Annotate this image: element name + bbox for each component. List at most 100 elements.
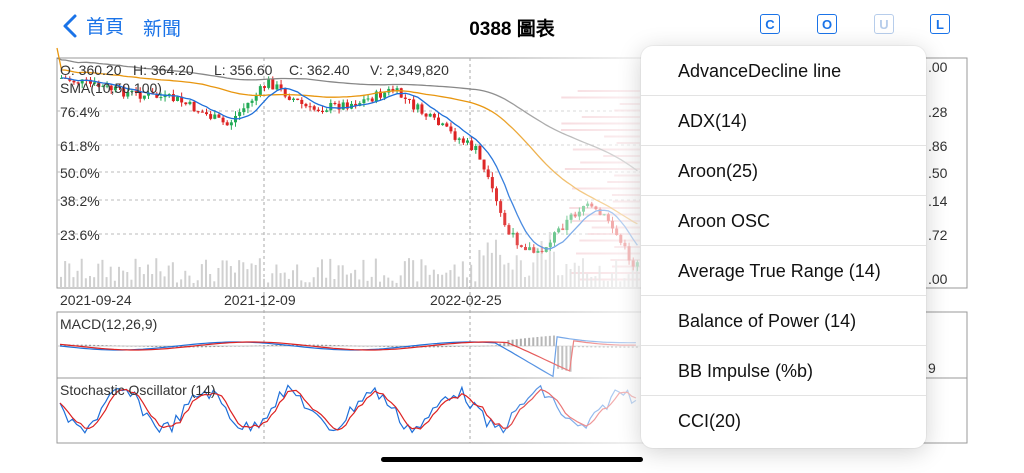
- back-button[interactable]: 首頁: [60, 12, 124, 39]
- macd-histogram-bar: [138, 346, 141, 347]
- volume-bar: [507, 262, 510, 288]
- macd-histogram-bar: [519, 338, 522, 346]
- macd-histogram-bar: [412, 346, 415, 348]
- chart-u-button[interactable]: U: [874, 14, 894, 34]
- news-link[interactable]: 新聞: [143, 19, 182, 40]
- candle-body: [519, 245, 523, 247]
- volume-profile-bar: [572, 148, 640, 151]
- menu-item-aroon[interactable]: Aroon(25): [641, 146, 926, 196]
- candle-body: [370, 98, 374, 102]
- candle-body: [229, 122, 233, 126]
- volume-bar: [569, 269, 572, 288]
- candle-body: [246, 102, 250, 109]
- volume-bar: [271, 273, 274, 288]
- candle-body: [441, 123, 445, 126]
- candle-body: [528, 247, 532, 251]
- macd-histogram-bar: [453, 346, 456, 347]
- macd-histogram-bar: [234, 346, 236, 347]
- volume-bar: [453, 264, 456, 288]
- volume-bar: [441, 274, 444, 288]
- menu-item-adx[interactable]: ADX(14): [641, 96, 926, 146]
- chart-c-button[interactable]: C: [760, 14, 780, 34]
- volume-bar: [573, 262, 576, 288]
- volume-bar: [171, 262, 174, 288]
- macd-histogram: [60, 335, 638, 372]
- volume-bar: [428, 274, 431, 288]
- macd-histogram-bar: [142, 346, 145, 347]
- navigation-bar: 首頁 新聞 0388 圖表 C O U L: [0, 0, 1024, 50]
- volume-bar: [565, 263, 568, 288]
- volume-bar: [424, 265, 427, 288]
- price-axis-label: .14: [928, 193, 948, 209]
- volume-bar: [93, 277, 96, 288]
- menu-item-atr[interactable]: Average True Range (14): [641, 246, 926, 296]
- candle-body: [217, 114, 221, 118]
- volume-bar: [598, 265, 601, 288]
- macd-histogram-bar: [84, 344, 87, 346]
- candle-body: [615, 228, 619, 236]
- menu-item-bb-impulse[interactable]: BB Impulse (%b): [641, 346, 926, 396]
- date-label: 2022-02-25: [430, 292, 502, 308]
- ohlc-close: C: 362.40: [289, 62, 350, 78]
- vertical-gridlines: [263, 58, 471, 443]
- page-title: 0388 圖表: [469, 19, 555, 40]
- macd-histogram-bar: [321, 344, 323, 346]
- volume-bar: [391, 280, 394, 288]
- candle-body: [457, 138, 461, 140]
- candlesticks: [60, 75, 639, 271]
- candle-body: [449, 126, 453, 132]
- volume-profile-bar: [561, 96, 640, 99]
- volume-bar: [130, 279, 133, 288]
- macd-histogram-bar: [457, 346, 460, 347]
- volume-bars: [60, 231, 638, 288]
- macd-histogram-bar: [598, 346, 601, 348]
- candle-body: [109, 85, 113, 91]
- macd-histogram-bar: [279, 344, 282, 346]
- volume-bar: [155, 258, 158, 288]
- volume-bar: [590, 276, 593, 288]
- chart-o-button[interactable]: O: [817, 14, 837, 34]
- volume-bar: [412, 260, 415, 288]
- candle-body: [548, 242, 552, 248]
- candle-body: [416, 104, 420, 110]
- date-label: 2021-09-24: [60, 292, 132, 308]
- fib-label-50: 50.0%: [60, 165, 100, 181]
- volume-bar: [387, 277, 390, 288]
- volume-bar: [312, 277, 315, 288]
- menu-item-aroon-osc[interactable]: Aroon OSC: [641, 196, 926, 246]
- chart-l-button[interactable]: L: [930, 14, 950, 34]
- candle-body: [200, 111, 204, 113]
- candle-body: [221, 117, 225, 123]
- volume-bar: [615, 260, 618, 288]
- menu-item-advance-decline[interactable]: AdvanceDecline line: [641, 46, 926, 96]
- candle-body: [379, 91, 382, 98]
- macd-histogram-bar: [577, 346, 580, 348]
- volume-bar: [238, 260, 241, 288]
- volume-bar: [420, 259, 423, 288]
- macd-histogram-bar: [586, 346, 589, 348]
- volume-bar: [383, 275, 386, 288]
- volume-bar: [524, 277, 526, 288]
- macd-histogram-bar: [89, 344, 91, 346]
- candle-body: [557, 228, 561, 233]
- volume-bar: [354, 269, 357, 288]
- macd-histogram-bar: [341, 345, 344, 346]
- candle-body: [113, 86, 117, 91]
- candle-body: [515, 232, 519, 246]
- candle-body: [134, 90, 138, 92]
- menu-item-cci[interactable]: CCI(20): [678, 411, 742, 431]
- volume-bar: [553, 251, 555, 288]
- candle-body: [536, 250, 540, 253]
- macd-histogram-bar: [383, 346, 386, 347]
- macd-histogram-bar: [432, 346, 435, 348]
- volume-bar: [105, 277, 108, 288]
- macd-histogram-bar: [275, 344, 278, 346]
- menu-item-balance-of-power[interactable]: Balance of Power (14): [641, 296, 926, 346]
- candle-body: [130, 90, 134, 93]
- candle-body: [138, 91, 142, 99]
- candle-body: [258, 86, 262, 95]
- candle-body: [188, 101, 192, 105]
- macd-histogram-bar: [250, 345, 253, 347]
- candle-body: [80, 79, 84, 84]
- volume-bar: [482, 255, 485, 288]
